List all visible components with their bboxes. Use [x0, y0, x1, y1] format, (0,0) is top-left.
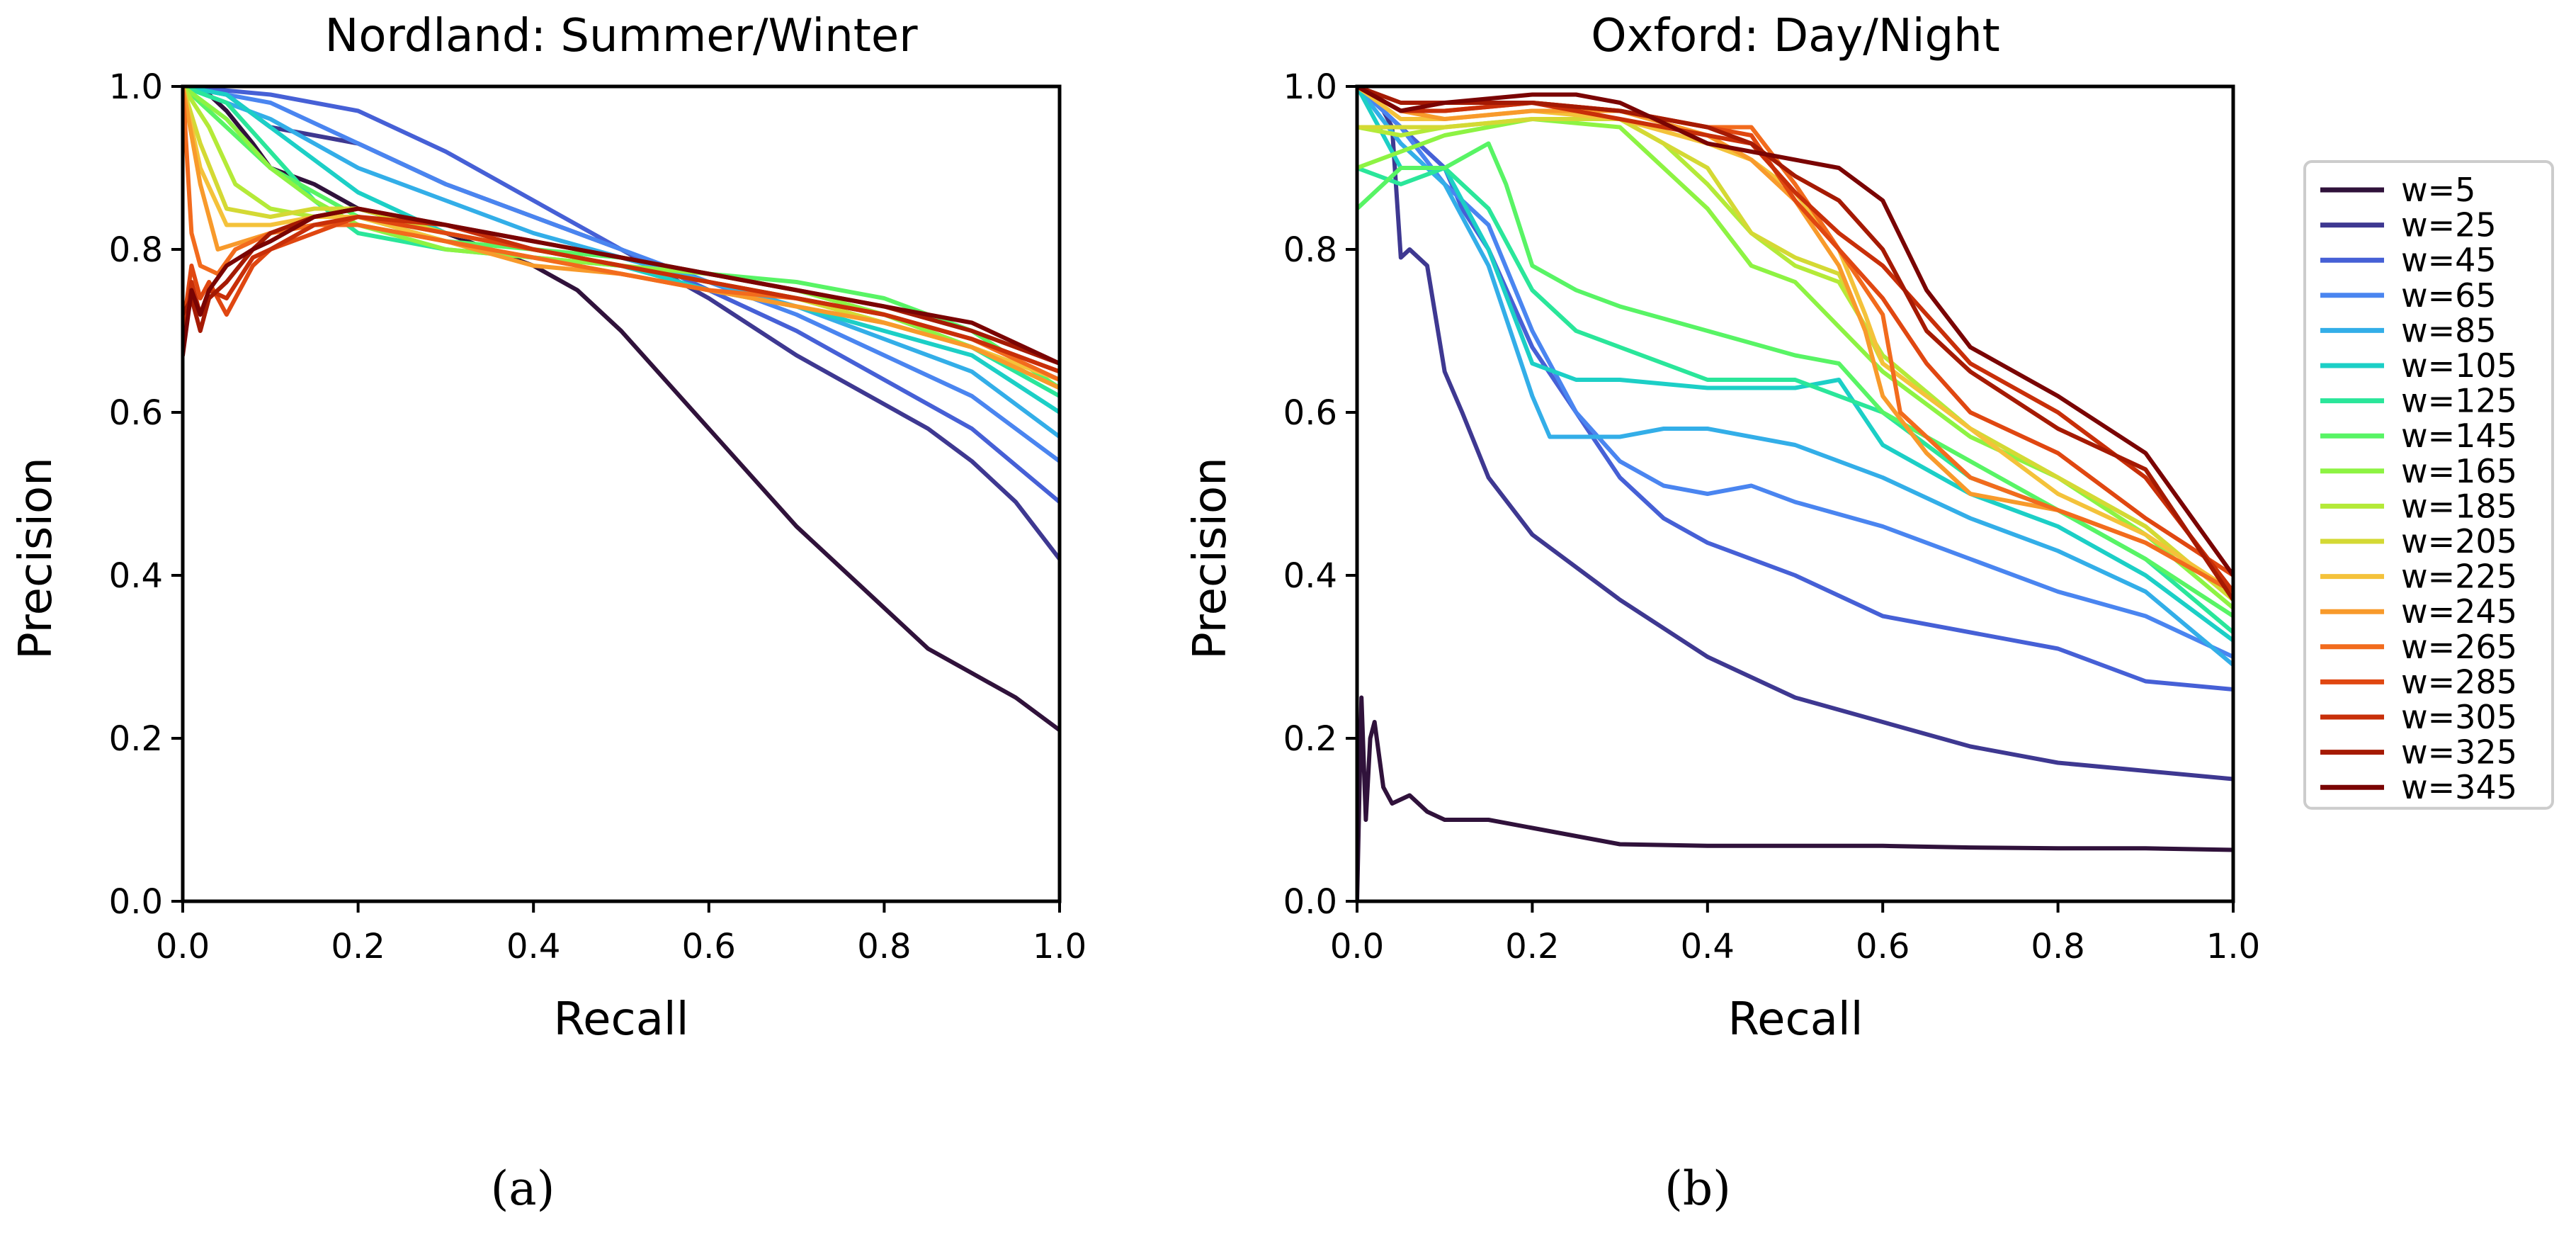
- legend-label: w=105: [2401, 346, 2517, 385]
- series-group: [1357, 86, 2233, 901]
- legend-label: w=125: [2401, 382, 2517, 420]
- y-tick-label: 0.0: [1283, 882, 1337, 922]
- y-tick-label: 0.2: [109, 719, 163, 759]
- series-line-w-345: [183, 206, 1060, 366]
- y-tick-label: 0.8: [1283, 230, 1337, 270]
- legend-label: w=165: [2401, 452, 2517, 490]
- legend-label: w=225: [2401, 558, 2517, 596]
- x-tick-label: 0.0: [156, 927, 210, 966]
- plot-frame: [1355, 84, 2235, 903]
- x-tick-label: 0.8: [2031, 927, 2084, 966]
- chart-title: Nordland: Summer/Winter: [324, 10, 918, 62]
- chart-title: Oxford: Day/Night: [1591, 10, 2000, 62]
- x-tick-label: 1.0: [2206, 927, 2260, 966]
- x-tick-label: 0.0: [1330, 927, 1384, 966]
- y-tick-label: 0.6: [1283, 393, 1337, 433]
- chart-panel-oxford: Oxford: Day/Night Recall Precision (b) 0…: [1184, 10, 2260, 1216]
- series-line-w-305: [1357, 86, 2233, 594]
- legend-label: w=285: [2401, 662, 2517, 701]
- legend-label: w=65: [2401, 276, 2497, 315]
- x-tick-label: 0.6: [1856, 927, 1910, 966]
- x-tick-label: 0.2: [331, 927, 385, 966]
- legend-label: w=265: [2401, 628, 2517, 666]
- y-tick-label: 0.8: [109, 230, 163, 270]
- y-tick-label: 1.0: [109, 67, 163, 107]
- series-line-w-245: [1357, 86, 2233, 594]
- series-line-w-125: [183, 86, 1060, 398]
- subcaption: (a): [491, 1161, 555, 1216]
- y-tick-label: 0.2: [1283, 719, 1337, 759]
- x-axis-label: Recall: [554, 993, 689, 1046]
- subcaption: (b): [1664, 1161, 1731, 1216]
- series-group: [183, 86, 1060, 733]
- series-line-w-205: [1357, 117, 2233, 602]
- series-line-w-105: [1357, 86, 2233, 643]
- legend-label: w=85: [2401, 311, 2497, 349]
- series-line-w-45: [183, 86, 1060, 504]
- legend-label: w=45: [2401, 241, 2497, 279]
- series-line-w-305: [183, 215, 1060, 374]
- legend-label: w=205: [2401, 522, 2517, 560]
- y-axis-label: Precision: [10, 457, 62, 660]
- legend: w=5w=25w=45w=65w=85w=105w=125w=145w=165w…: [2303, 160, 2554, 810]
- legend-label: w=25: [2401, 206, 2497, 244]
- legend-label: w=185: [2401, 487, 2517, 525]
- legend-label: w=5: [2401, 171, 2475, 209]
- series-line-w-85: [183, 86, 1060, 439]
- series-line-w-5: [1357, 695, 2233, 901]
- series-line-w-5: [183, 86, 1060, 733]
- series-line-w-85: [1357, 86, 2233, 667]
- series-line-w-325: [1357, 86, 2233, 602]
- y-tick-label: 1.0: [1283, 67, 1337, 107]
- x-tick-label: 0.4: [1681, 927, 1735, 966]
- y-tick-label: 0.0: [109, 882, 163, 922]
- series-line-w-145: [1357, 141, 2233, 619]
- x-tick-label: 1.0: [1033, 927, 1086, 966]
- y-tick-label: 0.4: [1283, 556, 1337, 596]
- y-tick-label: 0.4: [109, 556, 163, 596]
- legend-label: w=305: [2401, 698, 2517, 736]
- x-tick-label: 0.6: [682, 927, 736, 966]
- series-line-w-65: [183, 86, 1060, 463]
- legend-label: w=145: [2401, 417, 2517, 455]
- series-line-w-285: [183, 215, 1060, 374]
- y-tick-label: 0.6: [109, 393, 163, 433]
- series-line-w-25: [1357, 86, 2233, 782]
- plot-frame: [181, 84, 1062, 903]
- series-line-w-345: [1357, 86, 2233, 577]
- series-line-w-125: [1357, 166, 2233, 635]
- series-line-w-225: [1357, 86, 2233, 594]
- legend-label: w=245: [2401, 592, 2517, 631]
- x-axis-label: Recall: [1728, 993, 1863, 1046]
- legend-label: w=345: [2401, 768, 2517, 806]
- y-axis-label: Precision: [1184, 457, 1237, 660]
- chart-panel-nordland: Nordland: Summer/Winter Recall Precision…: [10, 10, 1086, 1216]
- legend-label: w=325: [2401, 733, 2517, 772]
- x-tick-label: 0.2: [1505, 927, 1559, 966]
- x-tick-label: 0.8: [857, 927, 911, 966]
- x-tick-label: 0.4: [506, 927, 560, 966]
